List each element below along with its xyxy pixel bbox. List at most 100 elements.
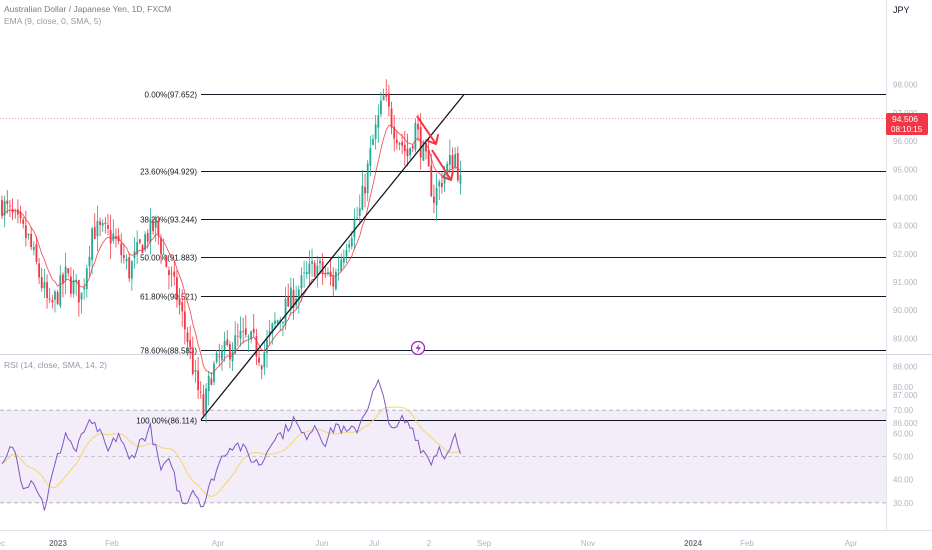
time-axis-label: Dec [0, 539, 5, 548]
candle-body [160, 238, 162, 254]
candle-body [231, 351, 234, 362]
candle-body [194, 370, 197, 372]
candle-body [369, 148, 372, 166]
price-tick-label: 91.000 [893, 278, 918, 287]
candle-body [221, 350, 223, 360]
candle-body [38, 263, 40, 278]
candle-body [337, 269, 340, 271]
price-tick-label: 86.000 [893, 419, 918, 428]
candle-body [284, 298, 287, 325]
candle-body [446, 163, 449, 176]
candle-body [435, 187, 438, 206]
candle-body [146, 233, 149, 242]
candle-body [316, 265, 319, 275]
candle-body [271, 323, 274, 334]
candle-body [456, 153, 459, 181]
price-tick-label: 98.000 [893, 81, 918, 90]
currency-label[interactable]: JPY [893, 5, 910, 15]
trendline [200, 94, 465, 421]
ema-legend[interactable]: EMA (9, close, 0, SMA, 5) [4, 16, 101, 26]
candle-body [390, 108, 393, 128]
candle-body [377, 115, 380, 128]
lightning-icon[interactable] [410, 340, 426, 356]
candle-body [72, 280, 75, 294]
candle-body [252, 328, 255, 333]
candle-body [433, 196, 435, 203]
candle-body [287, 295, 290, 307]
time-axis-label: Apr [212, 539, 225, 548]
candle-body [107, 225, 109, 229]
candle-body [207, 375, 210, 392]
fib-level-label: 23.60%(94.929) [140, 168, 197, 177]
candle-body [324, 274, 327, 275]
candle-body [56, 292, 59, 304]
candle-body [356, 217, 358, 219]
candle-body [64, 266, 67, 281]
rsi-tick-label: 40.00 [893, 476, 914, 485]
projection-arrow-head [427, 134, 439, 145]
candle-body [178, 298, 181, 305]
candle-body [430, 165, 433, 196]
candle-body [128, 257, 131, 279]
candle-body [54, 291, 56, 300]
rsi-tick-label: 30.00 [893, 499, 914, 508]
candle-body [32, 246, 35, 251]
candle-body [99, 221, 101, 225]
candle-body [51, 300, 54, 303]
candle-body [340, 259, 343, 271]
candle-body [226, 339, 229, 345]
candle-body [197, 370, 199, 391]
candle-body [218, 356, 221, 358]
candle-body [345, 250, 348, 256]
candle-body [183, 311, 186, 330]
candle-body [152, 219, 154, 232]
candle-body [438, 181, 441, 187]
candle-body [24, 225, 27, 238]
candle-body [236, 335, 239, 337]
candle-body [104, 222, 107, 224]
candle-body [48, 298, 51, 300]
candle-body [173, 271, 176, 277]
candle-body [168, 270, 170, 276]
candle-body [229, 344, 231, 360]
price-tick-label: 94.000 [893, 193, 918, 202]
candle-body [372, 138, 374, 145]
candle-body [242, 331, 245, 332]
candle-body [268, 330, 271, 337]
candle-body [358, 208, 361, 216]
price-tick-label: 92.000 [893, 250, 918, 259]
time-axis-label: Feb [740, 539, 754, 548]
candle-body [441, 182, 443, 188]
candle-body [327, 272, 329, 273]
candle-body [77, 279, 80, 303]
candle-body [353, 220, 356, 238]
price-tick-label: 95.000 [893, 165, 918, 174]
candle-body [27, 233, 30, 236]
candle-body [40, 277, 43, 289]
candle-body [382, 95, 385, 101]
rsi-line [1, 378, 461, 511]
candle-body [141, 245, 144, 254]
price-tick-label: 88.000 [893, 363, 918, 372]
candle-body [35, 243, 38, 262]
rsi-legend[interactable]: RSI (14, close, SMA, 14, 2) [4, 360, 107, 370]
candle-body [274, 320, 276, 324]
candle-body [276, 320, 279, 324]
current-price-tag [886, 113, 928, 135]
candle-body [157, 220, 160, 236]
fibonacci-retracement: 0.00%(97.652) 23.60%(94.929) 38.20%(93.244… [136, 91, 886, 426]
candle-body [123, 255, 125, 258]
candle-body [414, 122, 417, 151]
candle-body [451, 155, 454, 169]
fib-level-label: 61.80%(90.521) [140, 293, 197, 302]
time-axis-label: Feb [105, 539, 119, 548]
symbol-title[interactable]: Australian Dollar / Japanese Yen, 1D, FX… [4, 4, 171, 14]
candle-body [321, 261, 324, 274]
candle-body [350, 238, 353, 247]
candle-body [250, 331, 252, 340]
candle-body [300, 275, 303, 289]
time-axis-label: 2023 [49, 539, 67, 548]
candle-body [255, 336, 258, 357]
candle-body [239, 330, 242, 339]
